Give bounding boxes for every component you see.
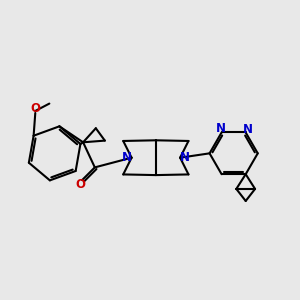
Text: N: N xyxy=(179,151,190,164)
Text: O: O xyxy=(75,178,85,191)
Text: N: N xyxy=(243,123,254,136)
Text: N: N xyxy=(216,122,226,135)
Text: N: N xyxy=(122,151,132,164)
Text: O: O xyxy=(30,102,40,115)
